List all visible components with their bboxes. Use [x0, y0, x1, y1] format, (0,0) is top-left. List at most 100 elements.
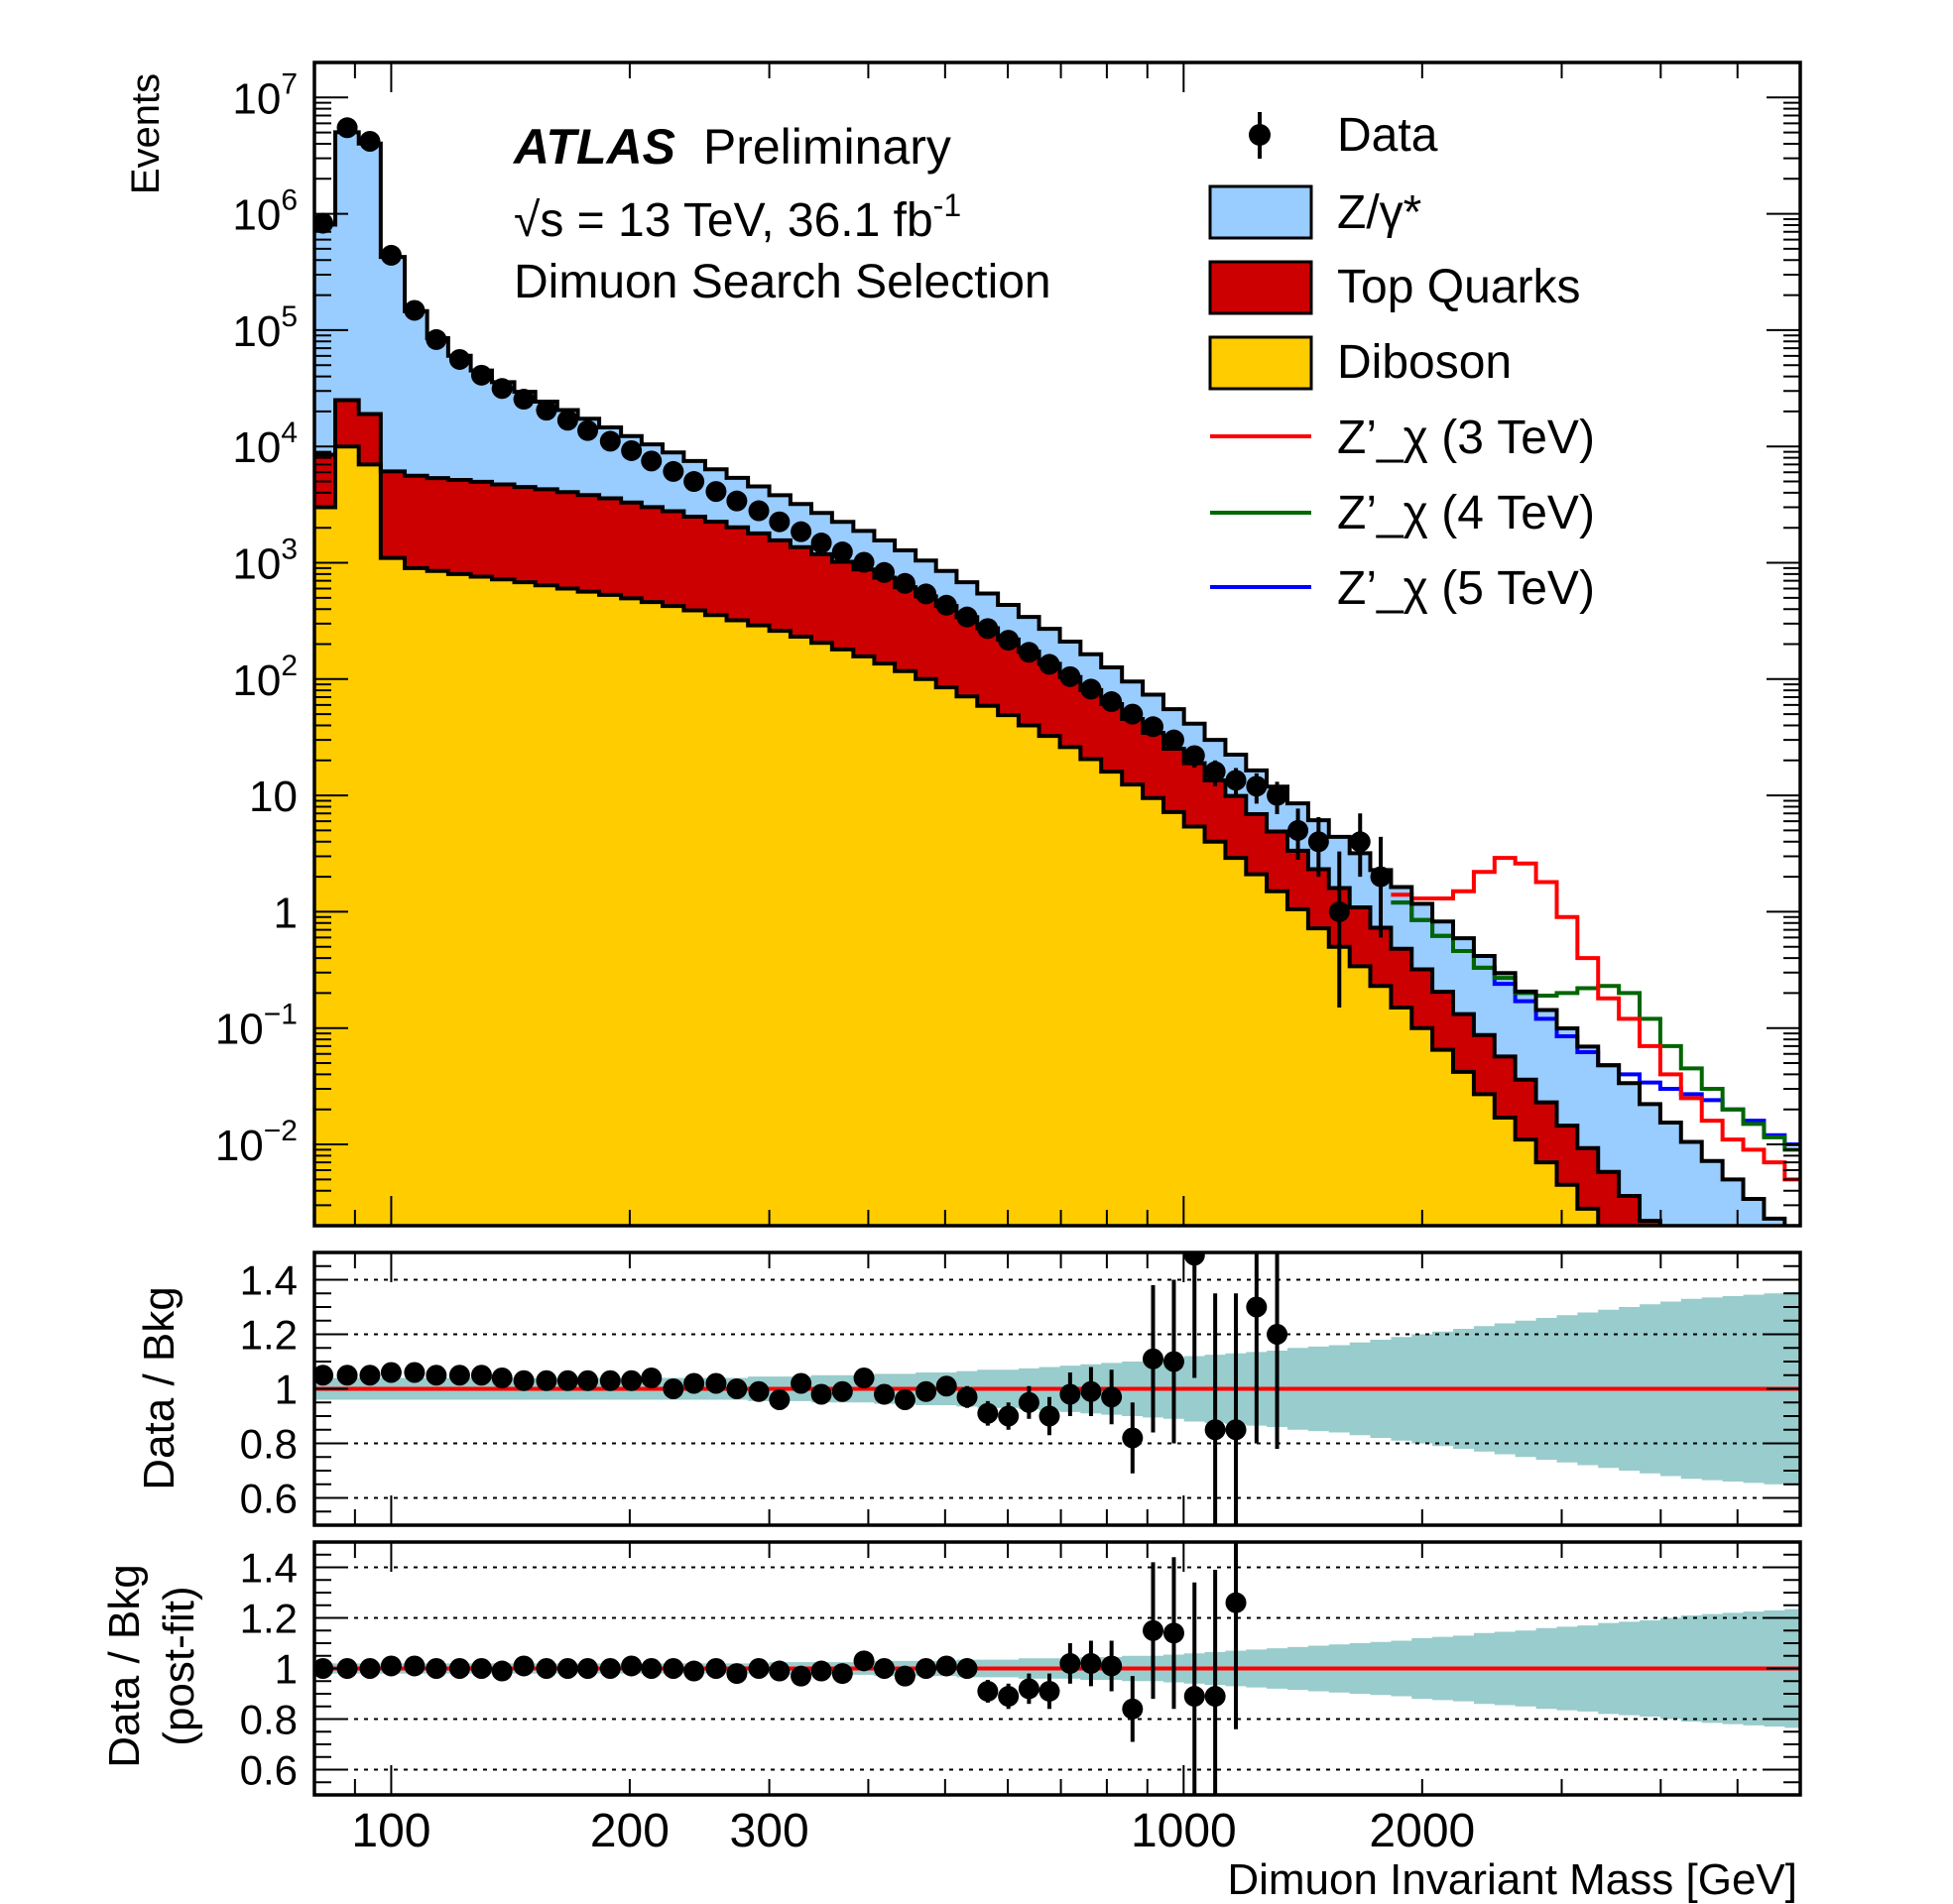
x-tick-label: 1000	[1131, 1805, 1237, 1857]
postfit-point	[1122, 1698, 1144, 1720]
postfit-point	[491, 1660, 513, 1682]
postfit-point	[998, 1686, 1020, 1708]
ratio-point	[1101, 1386, 1123, 1408]
postfit-point	[1018, 1678, 1039, 1700]
y-tick-label: 1	[274, 889, 298, 937]
selection-label: Dimuon Search Selection	[514, 256, 1051, 308]
data-point	[1059, 665, 1081, 687]
postfit-point	[1204, 1686, 1226, 1708]
legend: Data Z/γ* Top Quarks Diboson Z’_χ (3 TeV…	[1208, 109, 1595, 615]
data-point	[513, 389, 535, 411]
postfit-plot-area	[314, 1542, 1800, 1795]
ratio-axes: 0.6 0.8 1 1.2 1.4	[240, 1251, 1801, 1526]
ratio-y-tick-label: 1	[275, 1367, 298, 1413]
legend-label-zp5: Z’_χ (5 TeV)	[1337, 562, 1595, 615]
ratio-point	[915, 1380, 937, 1402]
legend-entry-top: Top Quarks	[1208, 260, 1580, 315]
legend-swatch-zgamma	[1208, 184, 1313, 240]
postfit-point	[831, 1663, 853, 1685]
postfit-point	[663, 1658, 684, 1679]
postfit-point	[577, 1658, 599, 1679]
postfit-axes: 0.60.811.21.4	[240, 1541, 1801, 1796]
postfit-frame	[312, 1540, 1802, 1797]
ratio-point	[935, 1375, 957, 1397]
ratio-point	[1183, 1252, 1205, 1266]
main-panel: 10−2 10−1 1 10 102 103 104 105 106 107 Events ATL…	[124, 0, 1802, 1228]
legend-entry-zp3: Z’_χ (3 TeV)	[1210, 412, 1595, 464]
x-tick-label: 100	[351, 1805, 430, 1857]
data-point	[769, 511, 791, 533]
postfit-y-tick-label: 0.6	[240, 1747, 298, 1794]
x-tick-label: 200	[590, 1805, 670, 1857]
legend-entry-zp4: Z’_χ (4 TeV)	[1210, 487, 1595, 539]
data-point	[536, 400, 557, 421]
data-point	[831, 541, 853, 563]
postfit-point	[536, 1658, 557, 1679]
ratio-point	[998, 1405, 1020, 1427]
ratio-point	[404, 1362, 426, 1383]
data-point	[621, 439, 643, 461]
ratio-point	[513, 1369, 535, 1391]
x-tick-label: 300	[730, 1805, 809, 1857]
ratio-point	[448, 1365, 470, 1386]
postfit-point	[359, 1658, 381, 1679]
data-point	[1101, 691, 1123, 713]
ratio-y-tick-label: 0.8	[240, 1421, 298, 1468]
postfit-point	[683, 1660, 705, 1682]
legend-entry-data: Data	[1249, 109, 1438, 162]
ratio-point	[1143, 1348, 1164, 1369]
legend-entry-zp5: Z’_χ (5 TeV)	[1210, 562, 1595, 615]
data-point	[1267, 784, 1288, 806]
y-tick-label: 105	[232, 300, 298, 356]
ratio-y-tick-label: 0.6	[240, 1476, 298, 1522]
signal-line-zp3	[1391, 856, 1800, 1182]
postfit-point	[769, 1660, 791, 1682]
data-point	[1122, 703, 1144, 725]
x-axis-tick-labels: 100 200 300 1000 2000	[351, 1805, 1475, 1857]
data-point	[1391, 0, 1411, 11]
data-point	[894, 572, 915, 594]
data-point	[791, 521, 812, 542]
status-label: Preliminary	[703, 119, 951, 175]
postfit-point	[513, 1655, 535, 1677]
legend-swatch-diboson	[1208, 335, 1313, 391]
ratio-point	[810, 1383, 832, 1405]
ratio-point	[621, 1369, 643, 1391]
ratio-point	[1038, 1405, 1060, 1427]
postfit-point	[1059, 1652, 1081, 1674]
ratio-point	[599, 1369, 621, 1391]
ratio-point	[1122, 1427, 1144, 1449]
ratio-point	[663, 1378, 684, 1399]
data-point	[1225, 770, 1247, 791]
postfit-point	[1143, 1619, 1164, 1641]
main-frame	[312, 60, 1802, 1228]
main-plot-area	[314, 0, 1800, 1226]
data-point	[935, 594, 957, 616]
postfit-point	[1162, 1622, 1184, 1644]
ratio-point	[1018, 1391, 1039, 1413]
ratio-point	[536, 1369, 557, 1391]
data-point	[380, 244, 402, 266]
data-point	[1287, 819, 1309, 841]
ratio-point	[791, 1372, 812, 1394]
postfit-panel: 0.60.811.21.4 Data / Bkg (post-fit)	[100, 1540, 1802, 1797]
x-axis-label: Dimuon Invariant Mass [GeV]	[1227, 1855, 1797, 1904]
postfit-point	[380, 1655, 402, 1677]
ratio-point	[380, 1362, 402, 1383]
main-y-axis-label: Events	[124, 73, 168, 194]
postfit-point	[426, 1658, 447, 1679]
legend-label-diboson: Diboson	[1337, 336, 1512, 389]
postfit-point	[853, 1650, 875, 1672]
data-point	[726, 490, 748, 512]
ratio-point	[470, 1365, 492, 1386]
postfit-point	[556, 1658, 578, 1679]
ratio-point	[894, 1389, 915, 1410]
data-point	[1162, 729, 1184, 751]
data-point	[1328, 900, 1350, 922]
postfit-point	[404, 1655, 426, 1677]
legend-label-zp3: Z’_χ (3 TeV)	[1337, 412, 1595, 464]
data-point	[1018, 642, 1039, 663]
data-point	[1204, 761, 1226, 782]
data-point	[1307, 831, 1329, 853]
postfit-point	[894, 1665, 915, 1687]
